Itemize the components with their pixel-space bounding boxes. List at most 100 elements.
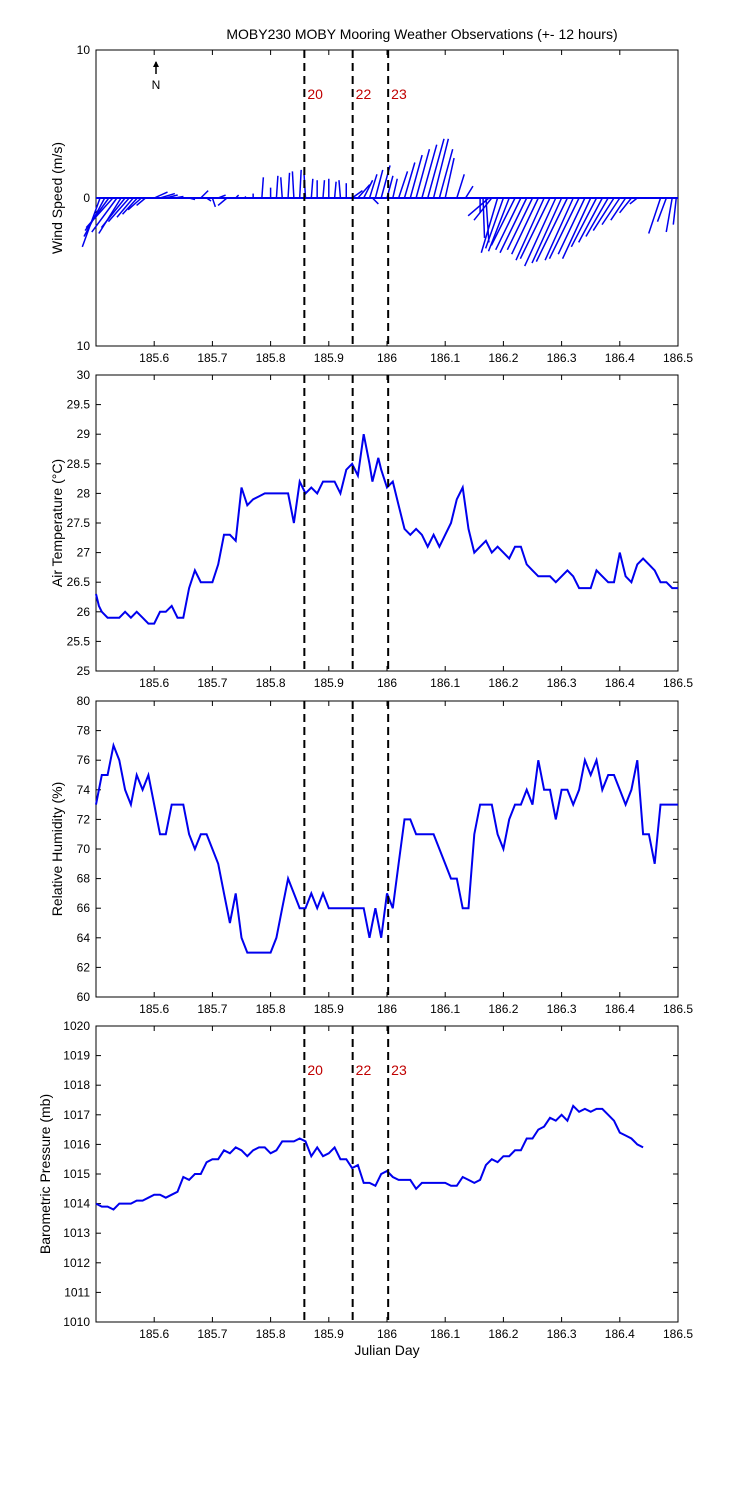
y-tick-label: 1012 xyxy=(63,1256,90,1270)
x-tick-label: 185.6 xyxy=(139,1002,169,1016)
y-tick-label: 1019 xyxy=(63,1049,90,1063)
wind-stick xyxy=(121,197,138,215)
y-axis-label: Relative Humidity (%) xyxy=(49,782,65,917)
wind-stick xyxy=(291,171,295,199)
wind-stick xyxy=(557,197,586,255)
x-tick-label: 185.8 xyxy=(256,1327,286,1341)
y-tick-label: 68 xyxy=(77,872,91,886)
y-tick-label: 29 xyxy=(77,427,91,441)
x-tick-label: 186.2 xyxy=(488,1002,518,1016)
x-tick-label: 186 xyxy=(377,351,397,365)
north-arrow-label: N xyxy=(152,78,161,92)
wind-stick xyxy=(100,197,126,229)
wind-stick xyxy=(427,138,445,199)
air-temperature-panel: 185.6 185.7 185.8 185.9 186 186.1 186.2 186.3 18… xyxy=(49,368,693,690)
x-tick-label: 185.6 xyxy=(139,1327,169,1341)
x-tick-label: 186.3 xyxy=(547,351,577,365)
wind-stick xyxy=(506,197,534,251)
wind-speed-panel: 185.6 185.7 185.8 185.9 186 186.1 186.2 186.3 18… xyxy=(49,43,693,365)
relative-humidity-panel: 185.6 185.7 185.8 185.9 186 186.1 186.2 186.3 18… xyxy=(49,694,693,1016)
plot-frame xyxy=(95,1025,679,1323)
plot-frame xyxy=(95,700,679,998)
wind-stick xyxy=(511,197,539,255)
wind-stick xyxy=(322,180,326,199)
wind-stick xyxy=(524,197,557,267)
y-tick-label: 1017 xyxy=(63,1108,90,1122)
x-tick-label: 186.5 xyxy=(663,1327,693,1341)
wind-stick xyxy=(392,178,398,199)
wind-stick xyxy=(519,197,551,260)
y-tick-label: 1016 xyxy=(63,1137,90,1151)
x-tick-label: 186.4 xyxy=(605,676,635,690)
wind-stick xyxy=(438,148,454,199)
y-tick-label: 1018 xyxy=(63,1078,90,1092)
x-tick-label: 186 xyxy=(377,1327,397,1341)
wind-stick xyxy=(464,185,474,199)
plot-frame xyxy=(95,374,679,672)
wind-stick xyxy=(484,197,505,249)
x-tick-label: 185.7 xyxy=(197,676,227,690)
wind-stick xyxy=(338,180,342,199)
wind-stick xyxy=(403,162,416,199)
y-axis-label: Air Temperature (°C) xyxy=(49,459,65,587)
wind-stick xyxy=(665,197,673,233)
wind-stick xyxy=(544,197,574,261)
wind-stick xyxy=(585,197,609,237)
wind-stick xyxy=(415,148,431,199)
wind-stick xyxy=(610,197,627,221)
x-tick-label: 185.8 xyxy=(256,1002,286,1016)
wind-stick xyxy=(351,189,363,199)
y-tick-label: 64 xyxy=(77,931,91,945)
wind-stick xyxy=(592,197,615,231)
wind-stick xyxy=(280,177,283,199)
event-label: 22 xyxy=(356,86,372,102)
wind-stick xyxy=(619,197,633,214)
x-tick-label: 186.1 xyxy=(430,1002,460,1016)
wind-stick xyxy=(136,197,146,206)
wind-stick xyxy=(421,144,438,199)
wind-stick xyxy=(200,190,209,199)
x-tick-label: 186.2 xyxy=(488,676,518,690)
x-tick-label: 185.6 xyxy=(139,351,169,365)
x-tick-label: 186 xyxy=(377,1002,397,1016)
y-tick-label: 1013 xyxy=(63,1226,90,1240)
x-tick-label: 186.4 xyxy=(605,351,635,365)
series-line xyxy=(95,741,678,954)
wind-stick xyxy=(487,197,510,252)
y-axis-label: Barometric Pressure (mb) xyxy=(37,1094,53,1254)
x-tick-label: 185.9 xyxy=(314,1002,344,1016)
y-tick-label: 78 xyxy=(77,724,91,738)
y-tick-label: 70 xyxy=(77,842,91,856)
wind-stick xyxy=(601,197,621,226)
x-tick-label: 185.7 xyxy=(197,351,227,365)
x-tick-label: 186.3 xyxy=(547,1327,577,1341)
wind-stick xyxy=(444,157,455,199)
x-tick-label: 186.5 xyxy=(663,351,693,365)
barometric-pressure-panel: 185.6 185.7 185.8 185.9 186 186.1 186.2 186.3 18… xyxy=(37,1019,693,1358)
x-tick-label: 186.4 xyxy=(605,1002,635,1016)
y-tick-label: 80 xyxy=(77,694,91,708)
wind-stick xyxy=(357,184,371,199)
y-tick-label: 26.5 xyxy=(67,575,91,589)
y-tick-label: 60 xyxy=(77,990,91,1004)
wind-stick xyxy=(217,197,228,206)
y-tick-label: 25.5 xyxy=(67,634,91,648)
y-tick-label: 25 xyxy=(77,664,91,678)
x-tick-label: 185.8 xyxy=(256,676,286,690)
wind-stick xyxy=(480,197,499,253)
wind-stick xyxy=(672,197,677,225)
y-tick-label: 29.5 xyxy=(67,398,91,412)
y-tick-label: 10 xyxy=(77,43,91,57)
chart-title: MOBY230 MOBY Mooring Weather Observation… xyxy=(226,26,617,42)
wind-stick xyxy=(310,178,314,199)
event-label: 20 xyxy=(307,86,323,102)
wind-stick xyxy=(548,197,580,260)
y-tick-label: 27 xyxy=(77,546,91,560)
wind-stick xyxy=(287,172,291,199)
north-arrow-head xyxy=(153,61,159,67)
wind-stick xyxy=(482,197,486,238)
y-tick-label: 28 xyxy=(77,486,91,500)
x-tick-label: 186.1 xyxy=(430,1327,460,1341)
wind-stick xyxy=(409,154,423,199)
event-label: 22 xyxy=(356,1062,372,1078)
